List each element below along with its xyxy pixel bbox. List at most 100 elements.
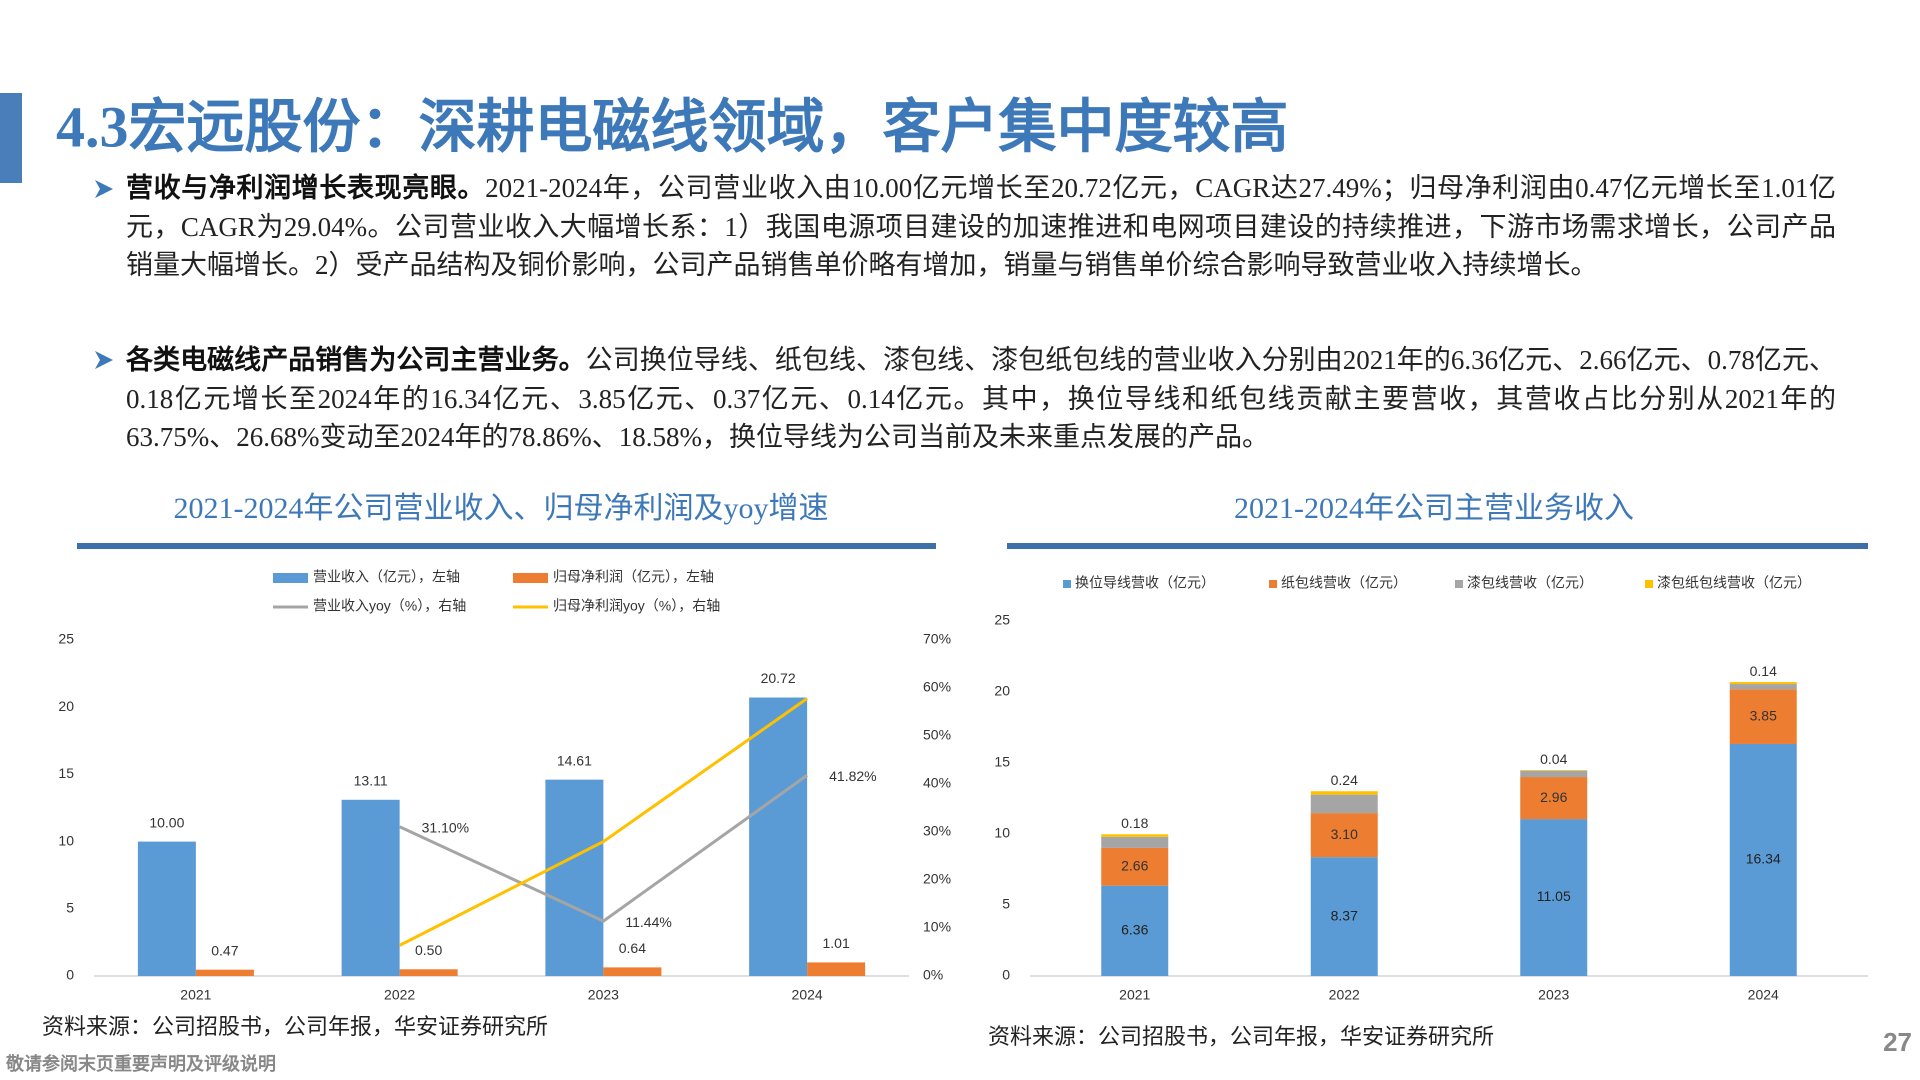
bar <box>603 967 662 976</box>
legend-swatch <box>1063 580 1071 588</box>
data-label: 2.66 <box>1121 858 1148 874</box>
x-tick-label: 2021 <box>180 987 211 1003</box>
title-accent <box>0 93 22 183</box>
bullet: 营收与净利润增长表现亮眼。2021-2024年，公司营业收入由10.00亿元增长… <box>126 169 1836 285</box>
y2-tick-label: 40% <box>923 775 951 791</box>
y-tick-label: 10 <box>994 825 1010 841</box>
bar-segment <box>1101 847 1169 886</box>
bar-segment <box>1729 684 1797 690</box>
legend-swatch <box>513 573 548 583</box>
data-label: 31.10% <box>422 819 469 835</box>
y-tick-label: 5 <box>66 900 74 916</box>
legend-swatch <box>1455 580 1463 588</box>
legend-swatch <box>1645 580 1653 588</box>
bar-segment <box>1101 834 1169 837</box>
data-label: 0.47 <box>211 942 238 958</box>
y2-tick-label: 10% <box>923 919 951 935</box>
data-label: 11.05 <box>1537 888 1571 904</box>
data-label: 11.44% <box>625 914 671 930</box>
data-label: 8.37 <box>1331 907 1358 923</box>
y2-tick-label: 70% <box>923 631 951 647</box>
data-label: 3.85 <box>1750 707 1777 723</box>
bar-segment <box>1310 791 1378 795</box>
legend-label: 漆包纸包线营收（亿元） <box>1657 575 1811 591</box>
bullet: 各类电磁线产品销售为公司主营业务。公司换位导线、纸包线、漆包线、漆包纸包线的营业… <box>126 341 1836 457</box>
data-label: 16.34 <box>1746 851 1781 867</box>
bar <box>545 779 604 976</box>
bar-segment <box>1101 836 1169 848</box>
legend-label: 营业收入yoy（%），右轴 <box>313 598 466 614</box>
bar-segment <box>1520 770 1588 771</box>
chart-title: 2021-2024年公司营业收入、归母净利润及yoy增速 <box>174 492 829 525</box>
x-tick-label: 2023 <box>588 987 619 1003</box>
y2-tick-label: 20% <box>923 871 951 887</box>
footer: 敬请参阅末页重要声明及评级说明 <box>5 1053 276 1074</box>
data-label: 1.01 <box>823 935 850 951</box>
bar-segment <box>1520 777 1588 820</box>
bar <box>195 969 254 976</box>
slide-title: 4.3宏远股份：深耕电磁线领域，客户集中度较高 <box>56 94 1289 159</box>
bullet-arrow <box>95 351 113 369</box>
data-label: 0.50 <box>415 942 442 958</box>
bullet-arrow <box>95 180 113 198</box>
data-label: 0.64 <box>619 940 646 956</box>
data-label: 13.11 <box>354 773 388 789</box>
y-tick-label: 20 <box>58 698 74 714</box>
bar <box>137 841 196 976</box>
y-tick-label: 10 <box>58 832 74 848</box>
data-label: 20.72 <box>761 670 796 686</box>
chart-title: 2021-2024年公司主营业务收入 <box>1234 492 1634 525</box>
source-note: 资料来源：公司招股书，公司年报，华安证券研究所 <box>988 1024 1494 1049</box>
data-label: 6.36 <box>1121 922 1148 938</box>
bar <box>399 969 458 976</box>
bar <box>807 962 866 976</box>
bullet-lead: 各类电磁线产品销售为公司主营业务。 <box>126 345 586 375</box>
x-tick-label: 2023 <box>1538 987 1569 1003</box>
legend-label: 漆包线营收（亿元） <box>1467 575 1593 591</box>
legend-label: 归母净利润（亿元），左轴 <box>553 569 714 585</box>
data-label: 0.04 <box>1540 751 1567 767</box>
bar <box>749 697 808 976</box>
line <box>398 697 808 947</box>
bar-segment <box>1310 794 1378 814</box>
x-tick-label: 2024 <box>1748 987 1779 1003</box>
y-tick-label: 15 <box>994 754 1010 770</box>
data-label: 14.61 <box>557 752 592 768</box>
data-label: 3.10 <box>1331 826 1358 842</box>
title-underline <box>1007 543 1868 549</box>
bar-segment <box>1310 813 1378 858</box>
legend-swatch <box>273 573 308 583</box>
legend-label: 归母净利润yoy（%），右轴 <box>553 598 720 614</box>
data-label: 0.14 <box>1750 663 1777 679</box>
x-tick-label: 2022 <box>384 987 415 1003</box>
data-label: 10.00 <box>149 814 184 830</box>
bar-segment <box>1729 743 1797 976</box>
bar <box>341 799 400 976</box>
data-label: 2.96 <box>1540 789 1567 805</box>
bullet-text: 公司换位导线、纸包线、漆包线、漆包纸包线的营业收入分别由2021年的6.36亿元… <box>126 345 1837 452</box>
y-tick-label: 25 <box>994 612 1010 628</box>
x-tick-label: 2022 <box>1329 987 1360 1003</box>
y-tick-label: 5 <box>1002 896 1010 912</box>
y2-tick-label: 60% <box>923 679 951 695</box>
y-tick-label: 0 <box>1002 967 1010 983</box>
bullet-text: 2021-2024年，公司营业收入由10.00亿元增长至20.72亿元，CAGR… <box>126 173 1837 280</box>
y2-tick-label: 30% <box>923 823 951 839</box>
y2-tick-label: 0% <box>923 967 943 983</box>
bar-segment <box>1520 770 1588 778</box>
data-label: 0.18 <box>1121 815 1148 831</box>
y-tick-label: 0 <box>66 967 74 983</box>
line <box>398 774 808 923</box>
bar-segment <box>1101 885 1169 976</box>
bar-segment <box>1310 857 1378 976</box>
data-label: 41.82% <box>829 768 876 784</box>
bar-segment <box>1520 819 1588 976</box>
x-tick-label: 2024 <box>792 987 823 1003</box>
bullet-lead: 营收与净利润增长表现亮眼。 <box>126 173 486 203</box>
bar-segment <box>1729 689 1797 744</box>
y-tick-label: 20 <box>994 683 1010 699</box>
y-tick-label: 25 <box>58 631 74 647</box>
data-label: 0.24 <box>1331 772 1358 788</box>
